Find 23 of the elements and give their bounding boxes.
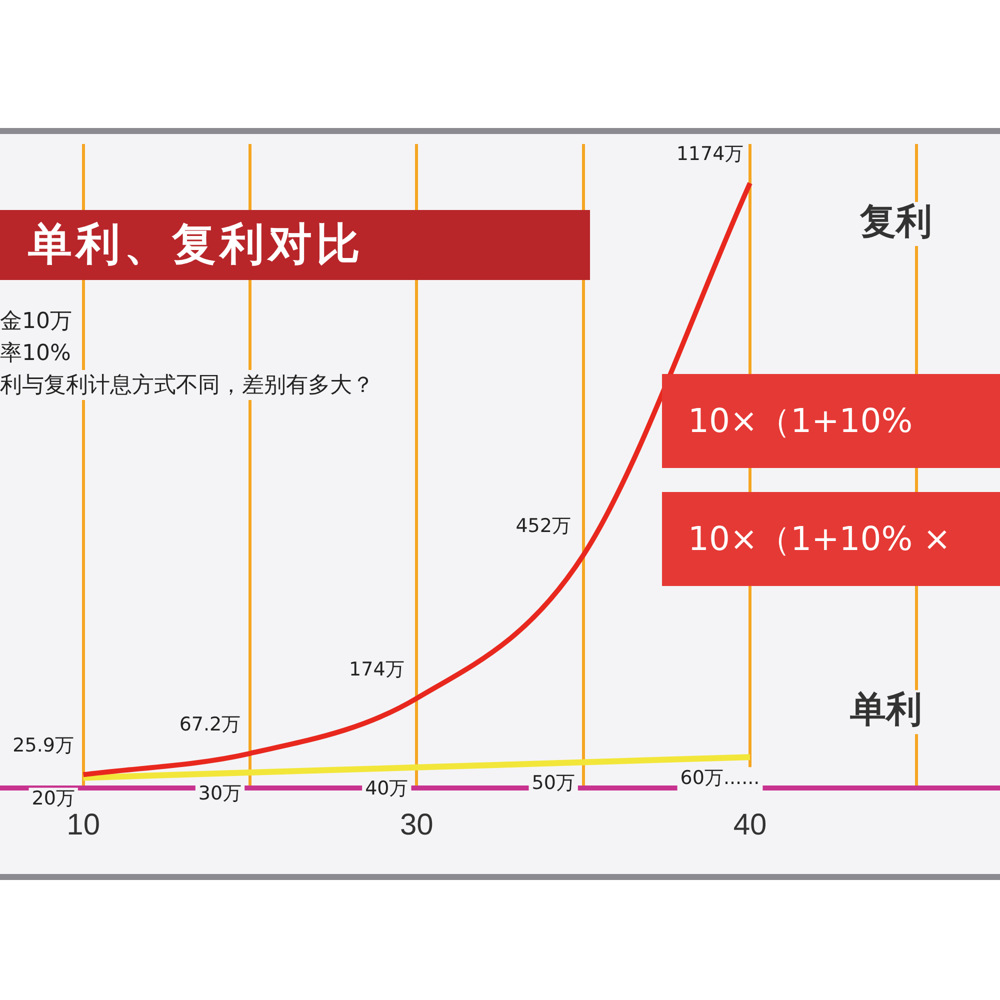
annotation: 率10% <box>0 338 71 368</box>
annotation: 金10万 <box>0 306 72 336</box>
data-label: 30万 <box>198 782 242 804</box>
formula-box: 10×（1+10% <box>662 374 1000 468</box>
text: 单利 <box>849 689 922 730</box>
x-tick-label: 40 <box>733 808 767 842</box>
annotation: 10×（1+10% × <box>688 519 951 558</box>
x-tick-label: 30 <box>400 808 434 842</box>
data-label: 67.2万 <box>179 713 241 736</box>
data-label: 20万 <box>32 788 75 810</box>
data-label: 50万 <box>532 772 575 794</box>
banner: 单利、复利对比 <box>0 210 590 280</box>
data-label: 1174万 <box>676 143 744 166</box>
data-label: 40万 <box>365 777 408 800</box>
data-label: 452万 <box>516 515 571 538</box>
x-tick-label: 10 <box>66 808 100 842</box>
data-label: 174万 <box>349 658 404 680</box>
text: 复利 <box>859 201 932 242</box>
data-label: 25.9万 <box>12 734 74 757</box>
data-label: 60万...... <box>680 767 760 790</box>
annotation: 利与复利计息方式不同，差别有多大？ <box>0 370 374 400</box>
annotation: 10×（1+10% <box>688 401 913 440</box>
formula-box: 10×（1+10% × <box>662 492 1000 586</box>
